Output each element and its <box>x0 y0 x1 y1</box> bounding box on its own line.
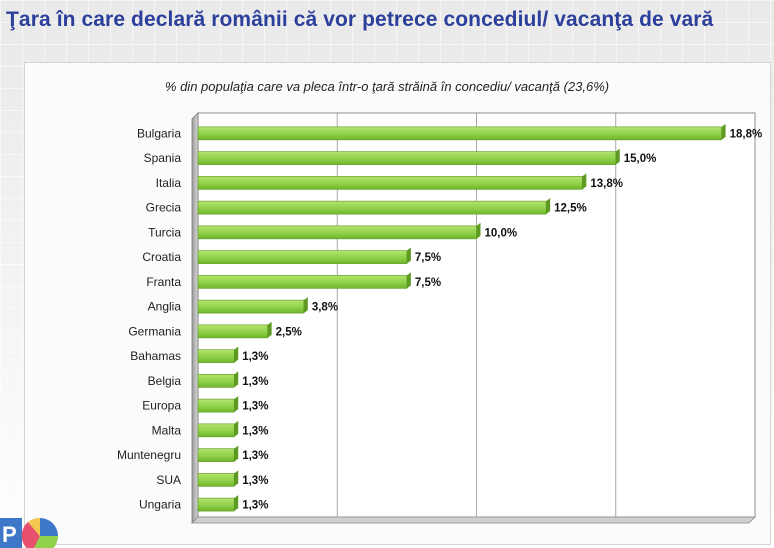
bar <box>197 250 408 264</box>
data-label: 1,3% <box>242 500 268 512</box>
bar-end-cap <box>234 346 239 363</box>
category-label: Bahamas <box>130 349 181 363</box>
bar-end-cap <box>234 396 239 413</box>
bar <box>197 299 305 314</box>
data-label: 10,0% <box>485 227 518 239</box>
bar <box>197 200 547 215</box>
bar <box>197 324 268 339</box>
data-label: 1,3% <box>242 450 268 462</box>
chart-left-wall <box>191 112 199 524</box>
data-label: 1,3% <box>242 401 268 413</box>
category-label: Bulgaria <box>137 126 181 140</box>
bar-end-cap <box>582 173 587 190</box>
data-label: 18,8% <box>730 128 763 140</box>
bar-end-cap <box>406 272 411 289</box>
data-label: 12,5% <box>554 203 587 215</box>
bar <box>197 473 235 487</box>
bar-end-cap <box>546 198 551 215</box>
bar-end-cap <box>406 247 411 264</box>
bar-end-cap <box>476 222 481 239</box>
data-label: 1,3% <box>242 351 268 363</box>
bar <box>197 275 408 289</box>
bar <box>197 398 235 413</box>
category-label: SUA <box>156 473 181 487</box>
bar <box>197 423 235 438</box>
data-label: 1,3% <box>242 425 268 437</box>
bar <box>197 448 235 462</box>
bar-end-cap <box>615 148 620 165</box>
svg-text:P: P <box>2 522 17 547</box>
chart-floor <box>191 516 756 524</box>
category-label: Franta <box>146 275 181 289</box>
bar-end-cap <box>234 420 239 437</box>
category-label: Spania <box>144 151 182 165</box>
category-label: Europa <box>142 399 181 413</box>
category-label: Belgia <box>148 374 182 388</box>
bar <box>197 176 583 190</box>
bar-end-cap <box>234 470 239 487</box>
category-label: Muntenegru <box>117 448 181 462</box>
category-label: Croatia <box>142 250 181 264</box>
data-label: 13,8% <box>590 178 623 190</box>
bar <box>197 374 235 388</box>
bar-end-cap <box>721 123 726 140</box>
bar <box>197 225 477 240</box>
bar-end-cap <box>267 321 272 338</box>
category-label: Turcia <box>148 225 181 239</box>
data-label: 3,8% <box>312 302 338 314</box>
data-label: 1,3% <box>242 376 268 388</box>
category-label: Germania <box>128 324 181 338</box>
category-label: Malta <box>152 423 182 437</box>
data-label: 2,5% <box>276 326 302 338</box>
category-label: Italia <box>156 176 182 190</box>
logo-icon: P <box>0 517 58 548</box>
data-label: 15,0% <box>624 153 657 165</box>
bar-end-cap <box>234 445 239 462</box>
bar-end-cap <box>303 297 308 314</box>
data-label: 7,5% <box>415 277 441 289</box>
bar-end-cap <box>234 371 239 388</box>
category-label: Ungaria <box>139 498 181 512</box>
data-label: 7,5% <box>415 252 441 264</box>
bar-end-cap <box>234 495 239 512</box>
bar <box>197 151 617 165</box>
data-label: 1,3% <box>242 475 268 487</box>
category-label: Anglia <box>148 300 182 314</box>
category-label: Grecia <box>146 201 182 215</box>
chart-title: % din populaţia care va pleca într-o ţar… <box>164 79 610 94</box>
page-title: Ţara în care declară românii că vor petr… <box>6 8 714 31</box>
bar <box>197 349 235 363</box>
bar <box>197 126 722 141</box>
bar <box>197 497 235 512</box>
